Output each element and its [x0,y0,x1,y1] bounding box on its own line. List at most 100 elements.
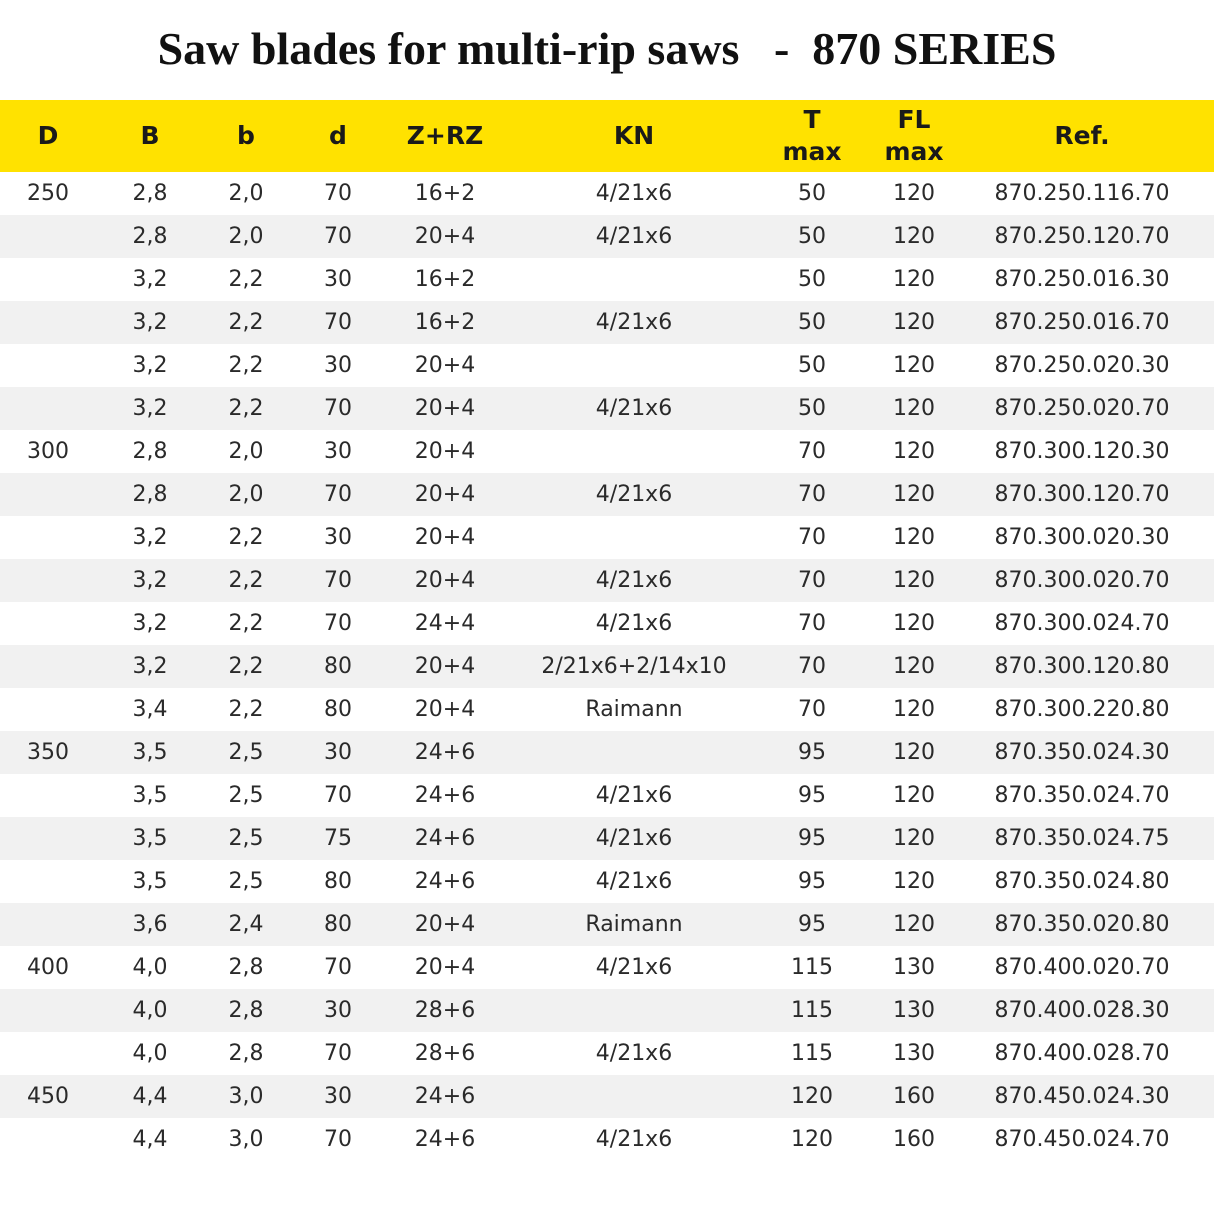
cell-kn [520,344,748,387]
cell-d: 80 [324,654,352,679]
cell-t: 50 [798,267,826,292]
cell-D [0,1032,96,1075]
cell-z: 28+6 [414,1041,476,1066]
cell-b: 2,2 [228,267,264,292]
table-row: 3,2 2,2 70 20+4 4/21x6 70 120 870.300.020.70 [0,559,1214,602]
cell-d: 70 [324,396,352,421]
cell-kn [520,430,748,473]
cell-kn: 4/21x6 [595,783,673,808]
cell-fl: 120 [893,654,935,679]
header-d: D [37,121,59,150]
cell-D: 350 [27,740,69,765]
cell-D [0,602,96,645]
cell-kn: 4/21x6 [595,396,673,421]
cell-d: 70 [324,310,352,335]
cell-t: 70 [798,568,826,593]
cell-ref: 870.250.020.70 [994,396,1170,421]
cell-ref: 870.300.120.30 [994,439,1170,464]
cell-t: 95 [798,783,826,808]
cell-b: 2,8 [228,1041,264,1066]
page-title: Saw blades for multi-rip saws - 870 SERI… [157,23,1057,74]
table-row: 4,4 3,0 70 24+6 4/21x6 120 160 870.450.024.70 [0,1118,1214,1161]
cell-t: 70 [798,525,826,550]
table-row: 2,8 2,0 70 20+4 4/21x6 50 120 870.250.120.70 [0,215,1214,258]
cell-t: 115 [791,955,833,980]
table-body: 250 2,8 2,0 70 16+2 4/21x6 50 120 870.250.116.70… [0,172,1214,1161]
cell-D [0,559,96,602]
cell-kn: 4/21x6 [595,826,673,851]
cell-z: 20+4 [414,654,476,679]
cell-b: 3,0 [228,1127,264,1152]
table-row: 3,2 2,2 70 24+4 4/21x6 70 120 870.300.024.70 [0,602,1214,645]
cell-b: 2,8 [228,998,264,1023]
table-row: 3,5 2,5 70 24+6 4/21x6 95 120 870.350.024.70 [0,774,1214,817]
cell-B: 3,5 [132,783,168,808]
cell-D [0,516,96,559]
cell-d: 30 [324,1084,352,1109]
cell-kn [520,258,748,301]
cell-fl: 120 [893,697,935,722]
table-row: 450 4,4 3,0 30 24+6 120 160 870.450.024.30 [0,1075,1214,1118]
cell-D [0,344,96,387]
cell-t: 115 [791,1041,833,1066]
cell-fl: 120 [893,740,935,765]
cell-fl: 120 [893,869,935,894]
cell-d: 30 [324,740,352,765]
cell-ref: 870.350.024.70 [994,783,1170,808]
cell-kn: 4/21x6 [595,611,673,636]
cell-d: 30 [324,439,352,464]
cell-D: 400 [27,955,69,980]
cell-t: 50 [798,353,826,378]
cell-t: 95 [798,869,826,894]
cell-b: 2,0 [228,181,264,206]
cell-d: 70 [324,955,352,980]
cell-t: 70 [798,439,826,464]
cell-B: 3,5 [132,740,168,765]
cell-t: 95 [798,826,826,851]
cell-d: 75 [324,826,352,851]
cell-b: 2,5 [228,826,264,851]
cell-B: 3,6 [132,912,168,937]
table-row: 350 3,5 2,5 30 24+6 95 120 870.350.024.30 [0,731,1214,774]
cell-ref: 870.300.120.80 [994,654,1170,679]
cell-z: 20+4 [414,482,476,507]
cell-kn [520,1075,748,1118]
header-kn: KN [613,121,655,150]
cell-B: 3,2 [132,525,168,550]
cell-d: 80 [324,912,352,937]
cell-D [0,688,96,731]
cell-B: 4,0 [132,998,168,1023]
table-row: 3,5 2,5 80 24+6 4/21x6 95 120 870.350.024.80 [0,860,1214,903]
cell-kn: Raimann [585,912,683,937]
cell-kn [520,989,748,1032]
cell-d: 30 [324,353,352,378]
cell-z: 24+6 [414,1127,476,1152]
cell-ref: 870.300.120.70 [994,482,1170,507]
table-row: 4,0 2,8 30 28+6 115 130 870.400.028.30 [0,989,1214,1032]
cell-fl: 160 [893,1127,935,1152]
header-fl-max: FL max [884,105,944,166]
cell-b: 2,4 [228,912,264,937]
cell-fl: 130 [893,955,935,980]
cell-D [0,1118,96,1161]
cell-z: 24+6 [414,740,476,765]
cell-fl: 160 [893,1084,935,1109]
cell-z: 20+4 [414,568,476,593]
cell-t: 120 [791,1084,833,1109]
cell-kn: 4/21x6 [595,869,673,894]
cell-z: 20+4 [414,955,476,980]
cell-kn: 4/21x6 [595,310,673,335]
cell-B: 3,2 [132,611,168,636]
cell-ref: 870.400.028.30 [994,998,1170,1023]
cell-kn [520,731,748,774]
cell-t: 50 [798,396,826,421]
cell-ref: 870.300.020.30 [994,525,1170,550]
cell-ref: 870.300.024.70 [994,611,1170,636]
cell-z: 24+6 [414,869,476,894]
cell-kn: 4/21x6 [595,1127,673,1152]
cell-fl: 120 [893,267,935,292]
cell-t: 95 [798,740,826,765]
cell-kn: Raimann [585,697,683,722]
cell-b: 2,5 [228,740,264,765]
table-row: 3,2 2,2 30 20+4 50 120 870.250.020.30 [0,344,1214,387]
